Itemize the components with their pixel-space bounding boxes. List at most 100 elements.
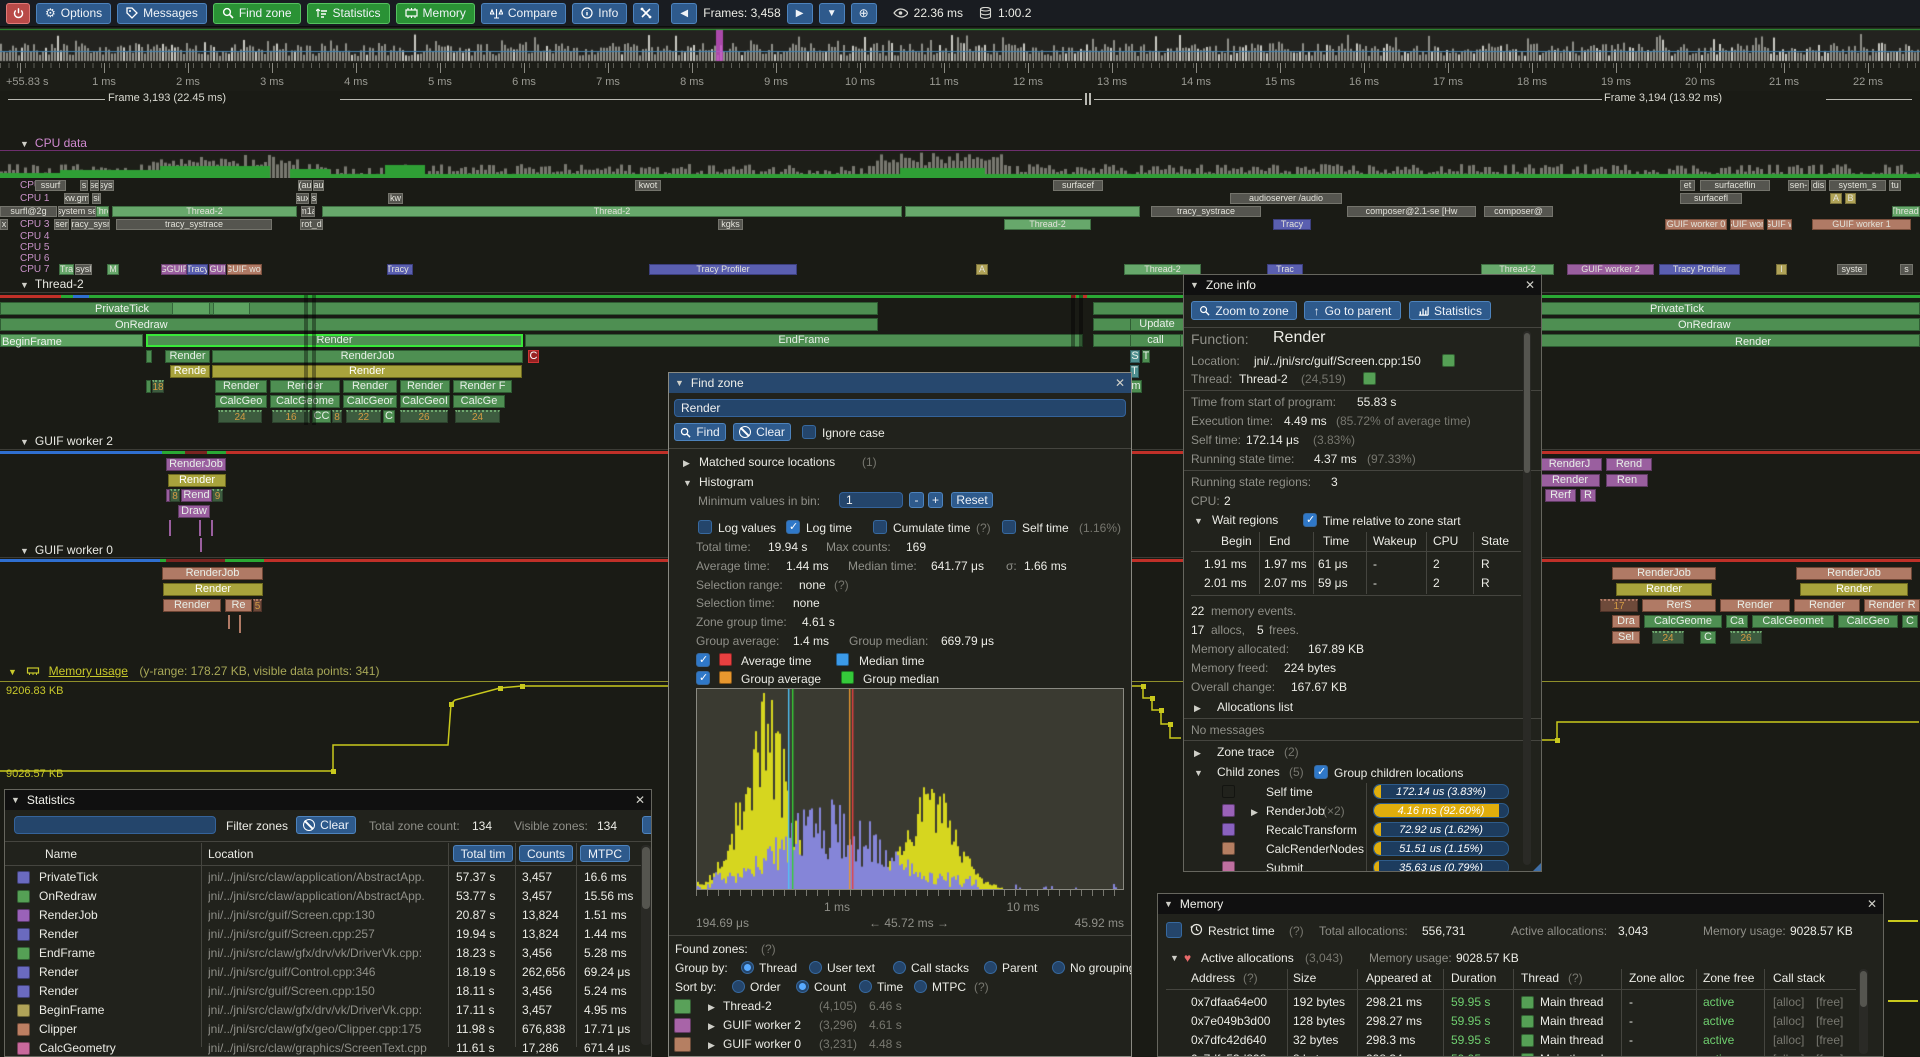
timeline-zone[interactable] <box>228 615 230 629</box>
go-to-parent-button[interactable]: ↑Go to parent <box>1304 301 1401 320</box>
child-zone-name[interactable]: RenderJob <box>1266 804 1325 818</box>
timeline-zone[interactable] <box>146 380 151 393</box>
sort-mtpc-radio[interactable] <box>914 980 927 993</box>
timeline-zone[interactable]: RenderJob <box>1796 567 1912 580</box>
timeline-zone[interactable]: RenderJob <box>166 458 226 471</box>
help-hint[interactable]: (?) <box>974 980 989 994</box>
source-swatch[interactable] <box>1442 354 1455 367</box>
table-row[interactable]: Render jni/../jni/src/guif/Screen.cpp:15… <box>5 982 641 1001</box>
timeline-zone[interactable]: Render <box>1794 599 1860 612</box>
thread-group-name[interactable]: Thread-2 <box>723 999 772 1013</box>
close-icon[interactable]: ✕ <box>635 793 645 807</box>
cpu-zone-chip[interactable]: Tracy <box>1273 219 1311 230</box>
help-hint[interactable]: (?) <box>761 942 776 956</box>
column-counts[interactable]: Counts <box>519 845 573 862</box>
avg-med-checkbox[interactable] <box>696 653 710 667</box>
time-ruler[interactable]: +55.83 s 1 ms2 ms3 ms4 ms5 ms6 ms7 ms8 m… <box>0 63 1920 91</box>
zone-group-row[interactable]: ▶ GUIF worker 2 (3,296) 4.61 s <box>669 1016 1132 1035</box>
timeline-zone[interactable] <box>199 520 201 536</box>
cpu-zone-chip[interactable]: rot_d <box>300 219 323 230</box>
scrollbar[interactable] <box>1859 969 1868 1054</box>
cpu-zone-chip[interactable]: si <box>92 193 101 204</box>
timeline-zone[interactable]: T <box>1142 350 1150 363</box>
collapse-arrow-icon[interactable]: ▼ <box>1170 953 1179 963</box>
timeline-zone[interactable]: CalcGeoI <box>400 395 450 408</box>
group-usertext-radio[interactable] <box>809 961 822 974</box>
function-value[interactable]: Render <box>1273 329 1325 347</box>
column-state[interactable]: State <box>1481 534 1509 548</box>
location-value[interactable]: jni/../jni/src/guif/Screen.cpp:150 <box>1254 354 1421 368</box>
table-row[interactable]: RenderJob jni/../jni/src/guif/Screen.cpp… <box>5 906 641 925</box>
timeline-zone[interactable]: Render <box>1720 599 1790 612</box>
column-name[interactable]: Name <box>45 847 77 861</box>
timeline-zone[interactable]: CalcGeomet <box>1752 615 1834 628</box>
collapse-arrow-icon[interactable]: ▼ <box>1194 768 1203 778</box>
cpu-zone-chip[interactable]: kwot <box>635 180 661 191</box>
section-header[interactable]: ▼GUIF worker 2 <box>20 434 113 448</box>
timeline-zone[interactable]: R <box>1580 489 1596 502</box>
timeline-zone[interactable]: 8 <box>332 410 342 423</box>
timeline-zone[interactable]: Rend <box>1606 458 1652 471</box>
allocation-row[interactable]: 0x7dfc53d898 8 bytes 298.34 ms 59.95 s M… <box>1158 1050 1858 1057</box>
child-zone-name[interactable]: CalcRenderNodes <box>1266 842 1364 856</box>
memory-titlebar[interactable]: ▼ Memory ✕ <box>1158 894 1883 914</box>
cpu-zone-chip[interactable]: kgks <box>718 219 743 230</box>
timeline-zone[interactable] <box>146 350 152 363</box>
cpu-zone-chip[interactable]: I <box>1776 264 1787 275</box>
collapse-arrow-icon[interactable]: ▼ <box>8 667 17 677</box>
cpu-zone-chip[interactable]: tracy_systrace <box>1151 206 1261 217</box>
filter-input[interactable] <box>14 816 216 834</box>
sort-time-radio[interactable] <box>859 980 872 993</box>
cpu-zone-chip[interactable]: Thre <box>96 206 109 217</box>
table-row[interactable]: CalcGeometry jni/../jni/src/claw/graphic… <box>5 1039 641 1057</box>
tools-button[interactable] <box>633 3 659 24</box>
sort-count-radio[interactable] <box>796 980 809 993</box>
zone-group-row[interactable]: ▶ Thread-2 (4,105) 6.46 s <box>669 997 1132 1016</box>
timeline-zone[interactable]: RenderJob <box>162 567 263 580</box>
scrollbar[interactable] <box>1523 331 1531 865</box>
cpu-zone-chip[interactable]: system_s <box>1829 180 1886 191</box>
cpu-zone-chip[interactable]: M <box>107 264 119 275</box>
zone-info-titlebar[interactable]: ▼ Zone info ✕ <box>1184 275 1541 295</box>
next-frame-button[interactable]: ▶ <box>787 3 813 24</box>
self-time-checkbox[interactable] <box>1002 520 1016 534</box>
help-hint[interactable]: (?) <box>834 578 849 592</box>
cpu-zone-chip[interactable]: et <box>1680 180 1695 191</box>
close-icon[interactable]: ✕ <box>1115 376 1125 390</box>
search-input[interactable]: Render <box>674 399 1126 417</box>
timeline-zone[interactable]: 24 <box>218 410 262 423</box>
frame-overview-strip[interactable] <box>0 28 1920 62</box>
timeline-zone[interactable]: Render <box>212 365 522 378</box>
scrollbar[interactable] <box>641 845 651 1045</box>
cpu-zone-chip[interactable]: A <box>976 264 988 275</box>
collapse-arrow-icon[interactable]: ▼ <box>20 437 29 447</box>
alloc-callstack-alloc[interactable]: [alloc] <box>1773 995 1804 1009</box>
column-zone-free[interactable]: Zone free <box>1703 971 1754 985</box>
goto-frame-button[interactable]: ⊕ <box>851 3 877 24</box>
thread-swatch[interactable] <box>1363 372 1376 385</box>
column-appeared-at[interactable]: Appeared at <box>1366 971 1431 985</box>
section-header[interactable]: ▼CPU data <box>20 136 87 150</box>
expand-arrow-icon[interactable]: ▶ <box>708 1021 715 1032</box>
help-hint[interactable]: (?) <box>1568 971 1583 985</box>
expand-arrow-icon[interactable]: ▶ <box>708 1040 715 1051</box>
timeline-zone[interactable]: 8 <box>170 489 180 502</box>
cpu-zone-chip[interactable]: GGUIF <box>161 264 187 275</box>
collapse-arrow-icon[interactable]: ▼ <box>20 280 29 290</box>
timeline-zone[interactable]: C <box>528 350 539 363</box>
alloc-address[interactable]: 0x7dfc42d640 <box>1191 1033 1266 1047</box>
timeline-zone[interactable]: Render <box>343 380 397 393</box>
help-hint[interactable]: (?) <box>1289 924 1304 938</box>
column-thread[interactable]: Thread <box>1521 971 1559 985</box>
timeline-zone[interactable]: Render <box>400 380 450 393</box>
alloc-callstack-free[interactable]: [free] <box>1816 1033 1843 1047</box>
timeline-zone[interactable] <box>169 520 171 536</box>
cpu-zone-chip[interactable]: ser <box>54 219 69 230</box>
cpu-zone-chip[interactable]: GUIF worker 0 <box>1665 219 1727 230</box>
timeline-zone[interactable]: Render <box>168 474 226 487</box>
table-row[interactable]: OnRedraw jni/../jni/src/claw/application… <box>5 887 641 906</box>
timeline-zone[interactable]: Rende <box>170 365 210 378</box>
timeline-zone[interactable]: Render <box>1800 583 1908 596</box>
cpu-zone-chip[interactable]: syst <box>100 180 114 191</box>
log-time-checkbox[interactable] <box>786 520 800 534</box>
